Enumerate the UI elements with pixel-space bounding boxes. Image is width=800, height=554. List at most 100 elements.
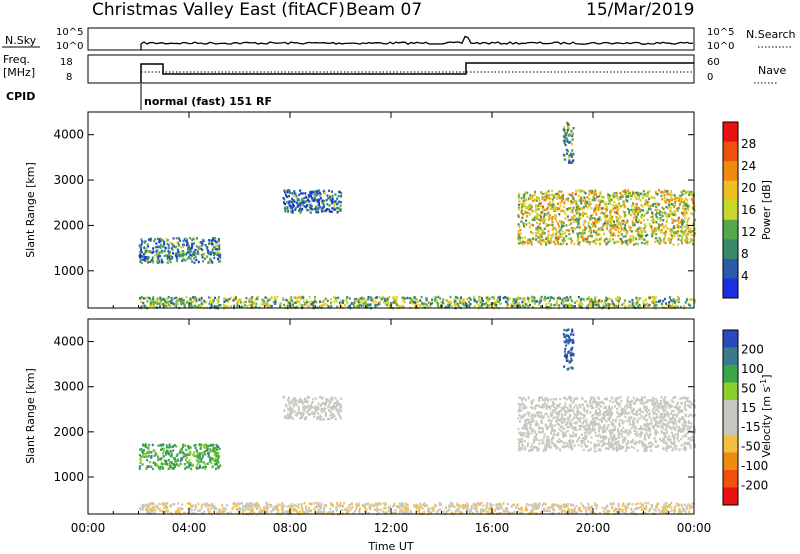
echo-cell [530,195,533,199]
echo-cell [689,506,691,509]
echo-cell [626,506,629,509]
echo-cell [411,298,414,301]
echo-cell [577,205,580,208]
echo-cell [330,502,333,505]
echo-cell [238,506,241,510]
echo-cell [689,193,692,196]
echo-cell [183,444,186,447]
echo-cell [433,297,436,300]
echo-cell [163,242,166,246]
echo-cell [652,219,655,223]
echo-cell [209,302,212,305]
echo-cell [459,301,462,304]
echo-cell [563,503,566,506]
echo-cell [686,219,689,222]
echo-cell [525,219,528,222]
echo-cell [295,504,298,508]
echo-cell [143,246,146,249]
echo-cell [451,504,453,508]
echo-cell [331,396,334,399]
echo-cell [309,211,312,214]
echo-cell [644,193,646,196]
echo-cell [590,235,593,238]
echo-cell [213,453,216,457]
echo-cell [662,508,665,511]
echo-cell [600,440,603,443]
echo-cell [615,216,618,219]
echo-cell [147,450,150,454]
echo-cell [592,240,595,243]
echo-cell [154,451,157,455]
echo-cell [307,406,310,409]
echo-cell [267,506,270,509]
echo-cell [323,299,325,302]
echo-cell [516,302,519,305]
echo-cell [616,512,619,515]
colorbar-box [723,258,738,279]
echo-cell [423,502,426,505]
echo-region [517,395,696,453]
echo-cell [597,439,600,443]
echo-cell [139,260,142,263]
echo-cell [563,135,565,138]
echo-cell [561,209,564,212]
echo-cell [305,196,308,199]
colorbar-tick-label: 24 [741,159,756,173]
echo-cell [357,504,360,507]
echo-cell [147,261,149,264]
echo-cell [466,507,469,510]
echo-cell [201,256,204,259]
echo-cell [334,417,337,421]
echo-cell [192,296,194,299]
echo-cell [176,258,179,261]
echo-cell [449,295,452,299]
echo-cell [500,507,503,510]
echo-cell [295,403,298,407]
echo-cell [471,511,474,515]
echo-cell [640,502,643,505]
echo-cell [530,504,533,507]
echo-cell [290,504,293,507]
echo-cell [621,222,624,226]
echo-cell [615,297,618,301]
echo-cell [531,238,534,241]
echo-cell [662,511,665,514]
echo-cell [331,416,333,420]
echo-cell [165,452,168,455]
echo-cell [623,201,626,204]
echo-cell [265,501,268,505]
echo-cell [442,510,445,513]
echo-cell [207,508,210,511]
echo-cell [314,297,317,300]
echo-cell [449,504,452,508]
echo-cell [487,507,490,510]
echo-cell [599,211,602,215]
echo-cell [393,511,396,515]
echo-cell [143,449,145,452]
echo-cell [143,455,146,458]
echo-cell [302,413,305,417]
echo-cell [298,198,300,202]
echo-cell [681,193,684,196]
echo-cell [535,507,537,510]
echo-cell [511,503,514,507]
echo-cell [652,196,654,199]
echo-cell [502,296,505,300]
echo-cell [648,223,651,226]
echo-cell [404,511,407,514]
echo-cell [294,413,297,416]
echo-cell [359,300,361,303]
echo-cell [473,299,476,303]
echo-cell [630,205,633,208]
echo-cell [646,243,649,246]
echo-cell [634,507,637,511]
echo-cell [608,509,611,513]
colorbar-tick-label: 12 [741,225,756,239]
echo-cell [621,219,624,223]
echo-cell [640,232,643,236]
echo-cell [214,239,217,243]
echo-cell [169,450,172,453]
echo-cell [535,234,538,238]
echo-cell [685,240,688,244]
echo-cell [587,235,590,238]
